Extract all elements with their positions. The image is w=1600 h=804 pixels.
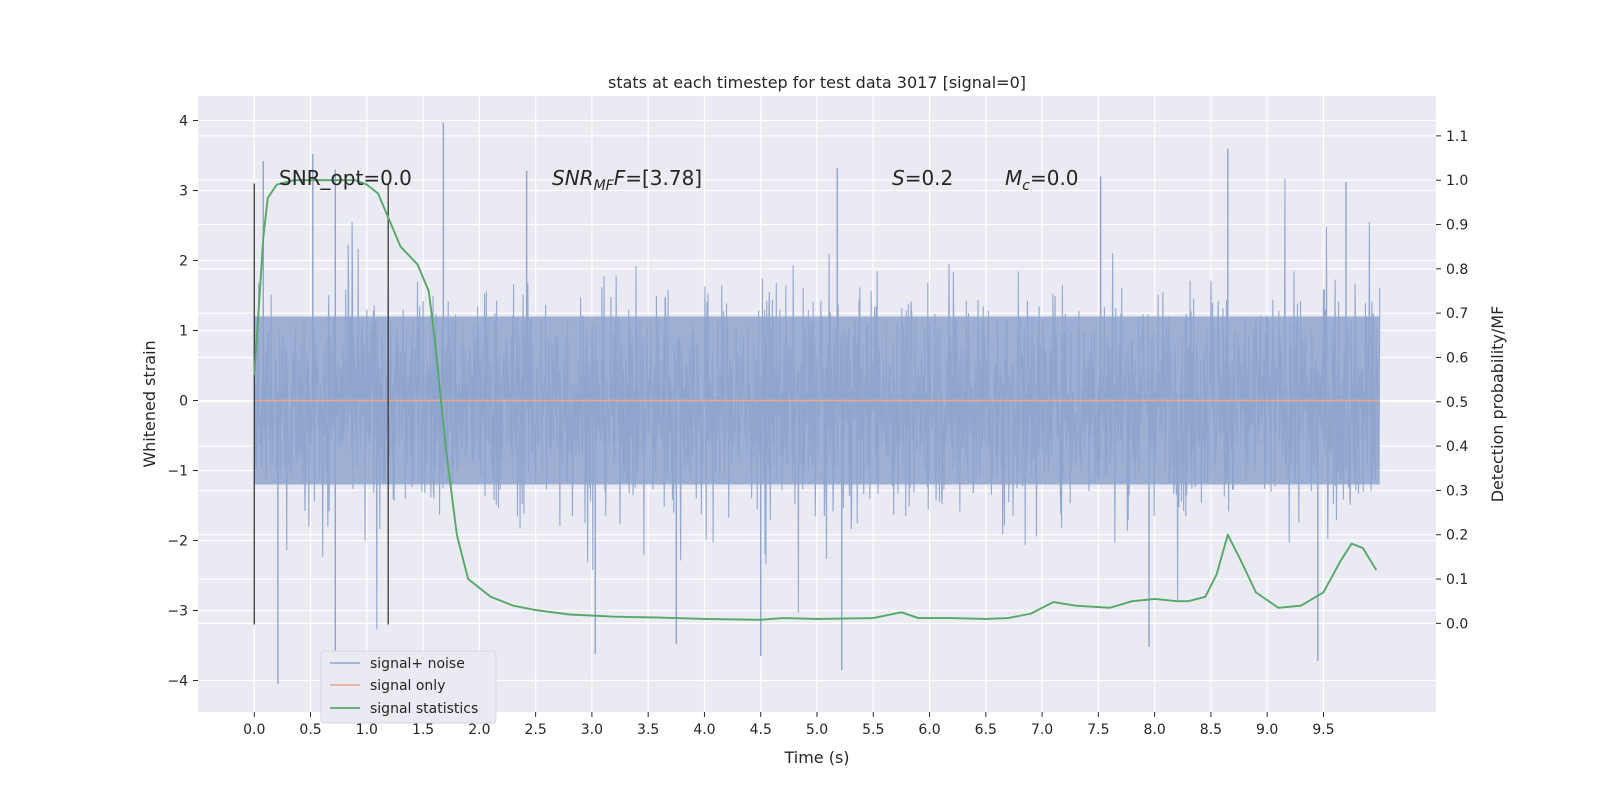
y-left-tick-label: 0	[179, 394, 188, 410]
y-axis-label-left: Whitened strain	[140, 340, 159, 467]
x-tick-label: 7.5	[1087, 722, 1109, 738]
y-right-tick-label: 0.7	[1446, 306, 1468, 322]
y-right-tick-label: 0.9	[1446, 218, 1468, 234]
x-tick-label: 5.0	[806, 722, 828, 738]
y-left-tick-label: 1	[179, 324, 188, 340]
x-tick-label: 4.0	[693, 722, 715, 738]
series-signal-statistics	[253, 179, 1378, 621]
y-axis-label-right: Detection probability/MF	[1488, 306, 1507, 503]
x-tick-label: 8.0	[1144, 722, 1166, 738]
y-right-tick-label: 0.2	[1446, 528, 1468, 544]
x-tick-label: 1.0	[356, 722, 378, 738]
x-tick-label: 4.5	[750, 722, 772, 738]
y-right-tick-label: 0.8	[1446, 262, 1468, 278]
x-tick-label: 9.5	[1312, 722, 1334, 738]
x-tick-label: 3.5	[637, 722, 659, 738]
chart-title: stats at each timestep for test data 301…	[608, 73, 1026, 92]
y-right-tick-label: 0.6	[1446, 350, 1468, 366]
y-right-tick-label: 0.3	[1446, 483, 1468, 499]
y-right-tick-label: 1.1	[1446, 129, 1468, 145]
legend-label-signal-noise: signal+ noise	[370, 656, 465, 672]
x-tick-label: 2.5	[525, 722, 547, 738]
y-right-tick-label: 0.4	[1446, 439, 1468, 455]
x-tick-label: 5.5	[862, 722, 884, 738]
x-tick-label: 3.0	[581, 722, 603, 738]
y-left-tick-label: −2	[167, 534, 188, 550]
x-tick-label: 6.5	[975, 722, 997, 738]
y-right-tick-label: 0.0	[1446, 616, 1468, 632]
annotation-snr-mf: SNRMFF=[3.78]	[552, 166, 702, 194]
annotation-snr-opt: SNR_opt=0.0	[279, 166, 412, 190]
y-right-tick-label: 1.0	[1446, 173, 1468, 189]
legend-box	[320, 650, 497, 724]
y-left-tick-label: −4	[167, 674, 188, 690]
y-left-tick-label: 2	[179, 254, 188, 270]
x-tick-label: 7.0	[1031, 722, 1053, 738]
y-left-tick-label: 4	[179, 114, 188, 130]
annotation-mc: Mc=0.0	[1005, 166, 1079, 194]
legend-label-signal-only: signal only	[370, 678, 445, 694]
legend-label-signal-statistics: signal statistics	[370, 701, 478, 717]
x-tick-label: 0.0	[243, 722, 265, 738]
ticks: 0.0 0.5 1.0 1.5 2.0 2.5 3.0 3.5 4.0 4.5 5.0 5.5 6.0 6…	[167, 114, 1468, 739]
annotation-s: S=0.2	[892, 166, 953, 190]
x-axis-label: Time (s)	[783, 748, 849, 767]
y-right-tick-label: 0.1	[1446, 572, 1468, 588]
y-right-tick-label: 0.5	[1446, 395, 1468, 411]
y-left-tick-label: 3	[179, 184, 188, 200]
vertical-markers	[253, 183, 389, 625]
x-tick-label: 0.5	[299, 722, 321, 738]
x-tick-label: 9.0	[1256, 722, 1278, 738]
statistics-line	[253, 179, 1378, 621]
y-left-tick-label: −1	[167, 464, 188, 480]
x-tick-label: 8.5	[1200, 722, 1222, 738]
y-left-tick-label: −3	[167, 604, 188, 620]
x-tick-label: 6.0	[918, 722, 940, 738]
x-tick-label: 1.5	[412, 722, 434, 738]
x-tick-label: 2.0	[468, 722, 490, 738]
legend: signal+ noise signal only signal statist…	[320, 650, 497, 724]
